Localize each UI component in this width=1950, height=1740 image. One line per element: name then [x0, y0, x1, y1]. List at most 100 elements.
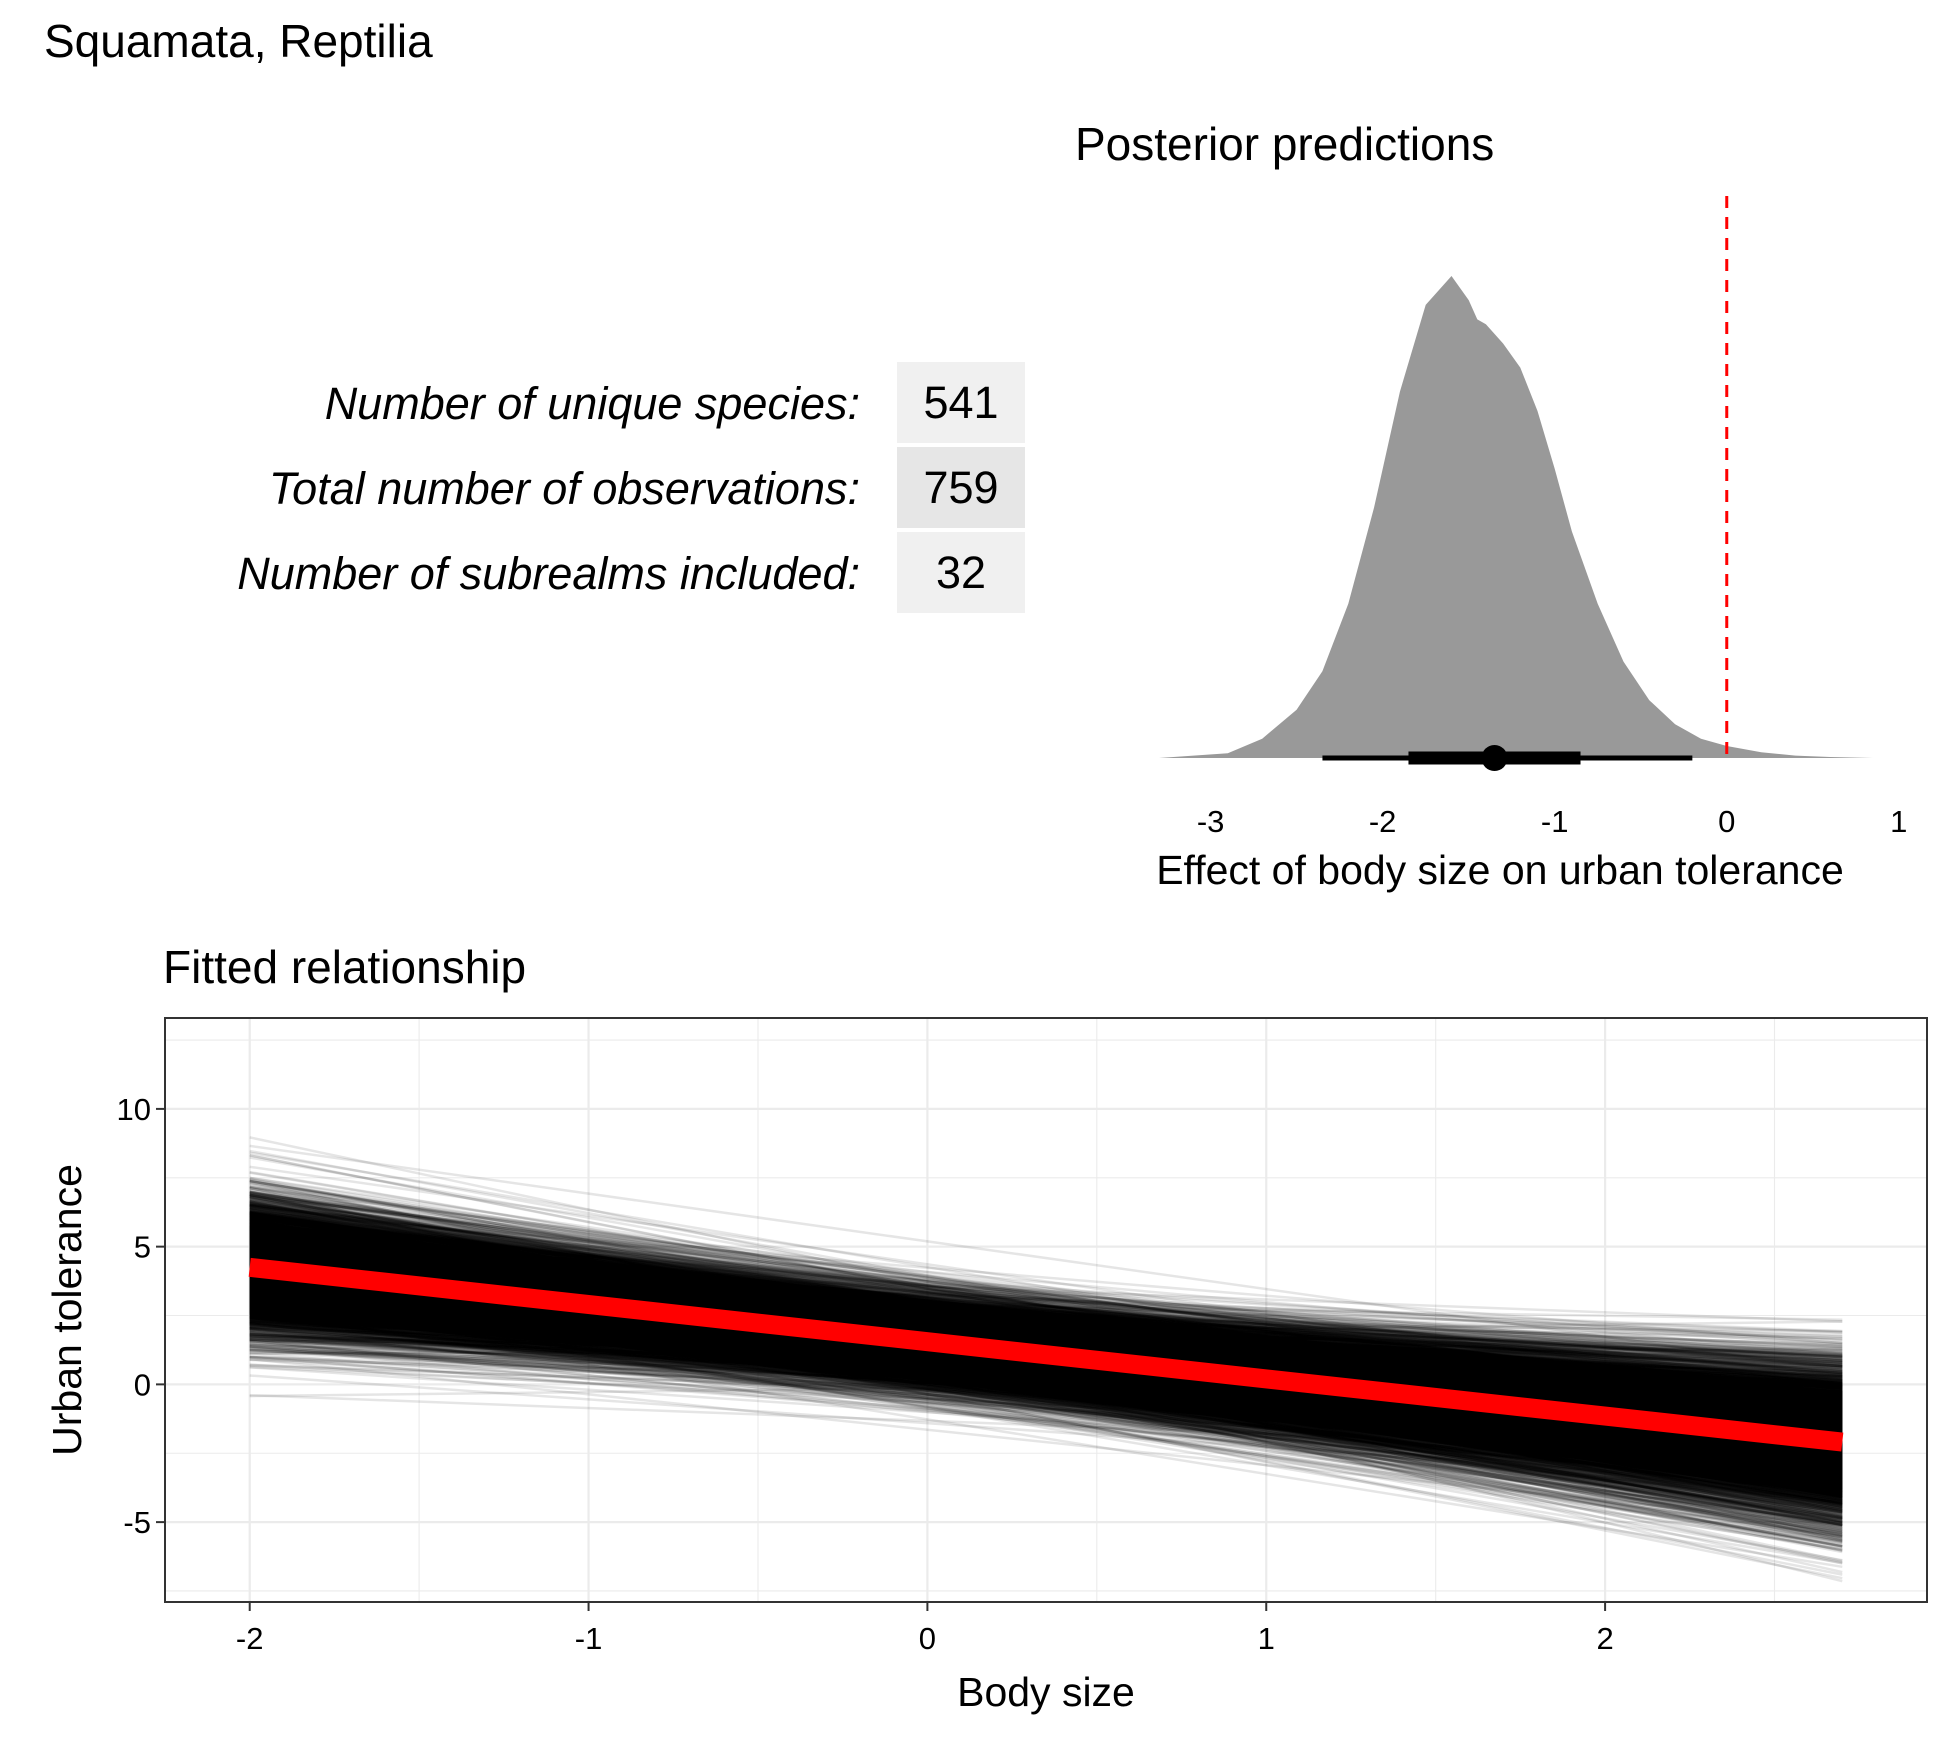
posterior-draw-line [249, 1302, 1843, 1513]
posterior-draw-line [249, 1291, 1843, 1464]
posterior-draw-line [249, 1288, 1843, 1452]
posterior-draw-line [249, 1275, 1843, 1475]
posterior-draw-line [249, 1289, 1843, 1397]
posterior-draw-line [249, 1230, 1843, 1510]
posterior-draw-line [249, 1258, 1843, 1388]
posterior-draw-line [249, 1237, 1843, 1391]
posterior-draw-line [249, 1309, 1843, 1456]
posterior-draw-line [249, 1221, 1843, 1563]
posterior-draw-line [249, 1198, 1843, 1472]
posterior-draw-line [249, 1242, 1843, 1497]
posterior-draw-line [249, 1204, 1843, 1553]
posterior-draw-line [249, 1221, 1843, 1437]
posterior-draw-line [249, 1230, 1843, 1525]
posterior-draw-line [249, 1291, 1843, 1565]
posterior-draw-line [249, 1261, 1843, 1394]
posterior-draw-line [249, 1238, 1843, 1429]
posterior-draw-line [249, 1238, 1843, 1402]
posterior-draw-line [249, 1290, 1843, 1474]
posterior-draw-line [249, 1315, 1843, 1477]
fitted-y-axis: -5 0 5 10 [117, 1092, 165, 1540]
posterior-draw-line [249, 1180, 1843, 1416]
posterior-x-tick-label: 1 [1890, 804, 1907, 839]
posterior-draw-line [249, 1182, 1843, 1496]
posterior-draw-line [249, 1296, 1843, 1539]
posterior-draw-line [249, 1321, 1843, 1459]
posterior-draw-line [249, 1243, 1843, 1418]
posterior-draw-line [249, 1310, 1843, 1378]
posterior-draw-line [249, 1261, 1843, 1400]
posterior-draw-line [249, 1289, 1843, 1493]
stat-label: Number of unique species: [324, 378, 860, 429]
posterior-draw-line [249, 1229, 1843, 1423]
posterior-draw-line [249, 1291, 1843, 1377]
posterior-draw-line [249, 1294, 1843, 1473]
posterior-draw-line [249, 1320, 1843, 1467]
posterior-draw-line [249, 1221, 1843, 1430]
posterior-draw-line [249, 1296, 1843, 1465]
posterior-draw-line [249, 1271, 1843, 1480]
posterior-draw-line [249, 1236, 1843, 1396]
posterior-draw-line [249, 1251, 1843, 1413]
posterior-draw-line [249, 1284, 1843, 1529]
posterior-draw-line [249, 1249, 1843, 1411]
posterior-draw-line [249, 1248, 1843, 1427]
posterior-draw-line [249, 1210, 1843, 1427]
posterior-draw-line [249, 1212, 1843, 1533]
posterior-draw-line [249, 1268, 1843, 1519]
posterior-draw-line [249, 1217, 1843, 1399]
posterior-draw-line [249, 1313, 1843, 1364]
posterior-draw-line [249, 1254, 1843, 1418]
posterior-draw-line [249, 1256, 1843, 1432]
posterior-draw-line [249, 1232, 1843, 1429]
posterior-draw-line [249, 1233, 1843, 1418]
posterior-draw-line [249, 1213, 1843, 1475]
posterior-draw-line [249, 1225, 1843, 1425]
posterior-draw-line [249, 1269, 1843, 1348]
posterior-draw-line [249, 1244, 1843, 1376]
posterior-draw-line [249, 1231, 1843, 1438]
posterior-draw-line [249, 1271, 1843, 1478]
posterior-draw-line [249, 1239, 1843, 1431]
posterior-draw-line [249, 1322, 1843, 1420]
posterior-draw-line [249, 1287, 1843, 1461]
posterior-draw-line [249, 1233, 1843, 1426]
posterior-draw-line [249, 1301, 1843, 1530]
posterior-draw-line [249, 1265, 1843, 1333]
posterior-draw-line [249, 1211, 1843, 1519]
posterior-draw-line [249, 1264, 1843, 1521]
posterior-draw-line [249, 1234, 1843, 1439]
posterior-draw-line [249, 1282, 1843, 1532]
posterior-draw-line [249, 1257, 1843, 1414]
posterior-draw-line [249, 1284, 1843, 1471]
posterior-draw-line [249, 1221, 1843, 1375]
posterior-draw-line [249, 1214, 1843, 1433]
posterior-draw-line [249, 1226, 1843, 1402]
posterior-draw-line [249, 1239, 1843, 1414]
posterior-draw-line [249, 1295, 1843, 1475]
posterior-draw-line [249, 1244, 1843, 1357]
posterior-draw-line [249, 1249, 1843, 1394]
posterior-draw-line [249, 1253, 1843, 1409]
posterior-draw-line [249, 1280, 1843, 1504]
posterior-draw-line [249, 1249, 1843, 1431]
posterior-draw-line [249, 1299, 1843, 1388]
posterior-draw-line [249, 1288, 1843, 1479]
posterior-draw-line [249, 1287, 1843, 1462]
posterior-draw-line [249, 1321, 1843, 1415]
posterior-draw-line [249, 1214, 1843, 1474]
posterior-draw-line [249, 1259, 1843, 1384]
posterior-draw-line [249, 1305, 1843, 1482]
posterior-draw-line [249, 1312, 1843, 1494]
posterior-draw-line [249, 1283, 1843, 1514]
posterior-draw-line [249, 1239, 1843, 1412]
posterior-draw-line [249, 1276, 1843, 1534]
posterior-draw-line [249, 1349, 1843, 1409]
posterior-draw-line [249, 1196, 1843, 1443]
posterior-draw-line [249, 1227, 1843, 1502]
posterior-draw-line [249, 1240, 1843, 1506]
posterior-draw-line [249, 1206, 1843, 1474]
posterior-draw-line [249, 1256, 1843, 1403]
posterior-draw-line [249, 1284, 1843, 1454]
posterior-draw-line [249, 1273, 1843, 1497]
